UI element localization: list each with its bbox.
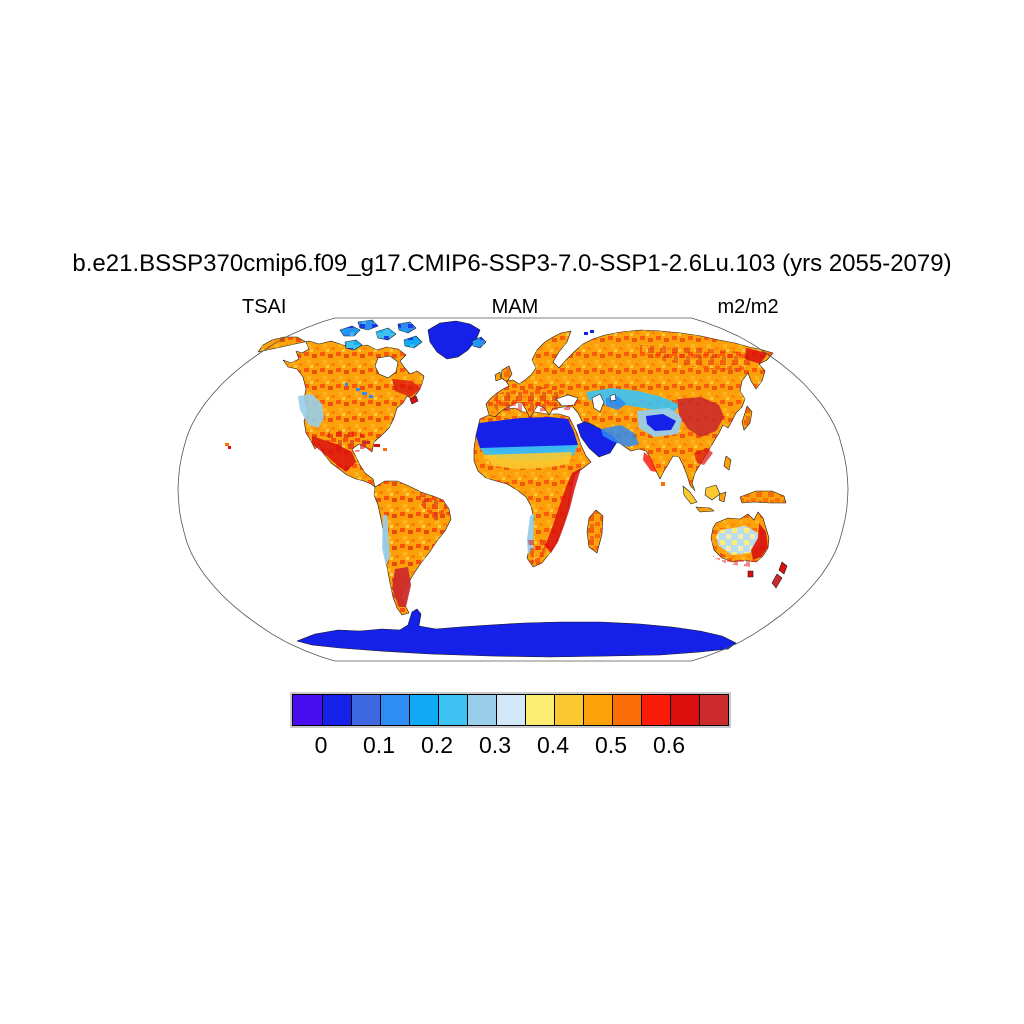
region-new-zealand — [771, 573, 783, 589]
aral-sea — [609, 393, 617, 402]
overlay-safrica-red — [528, 540, 548, 564]
region-japan — [742, 406, 752, 430]
overlay-aus-interior — [716, 526, 761, 555]
hudson-bay — [374, 355, 399, 379]
colorbar-segment — [525, 695, 554, 725]
hawaii — [225, 443, 229, 446]
overlay-siberia-red — [640, 345, 756, 372]
sri-lanka — [661, 482, 665, 486]
overlay-chukotka — [745, 348, 768, 364]
region-arctic-island — [345, 340, 362, 350]
overlay-se-asia — [694, 448, 713, 465]
black-sea — [555, 394, 579, 407]
colorbar-segment — [699, 695, 728, 725]
caspian-sea — [591, 393, 605, 413]
colorbar-segment — [293, 695, 322, 725]
colorbar-tick-label: 0.3 — [479, 732, 511, 758]
overlay-iran — [601, 425, 639, 447]
lake-winnipeg — [345, 383, 348, 386]
colorbar-segment — [496, 695, 525, 725]
caribbean-dot — [383, 448, 387, 451]
region-new-guinea — [740, 491, 786, 503]
variable-label: TSAI — [242, 296, 287, 318]
hispaniola — [374, 444, 380, 447]
region-borneo — [704, 484, 721, 501]
region-iceland — [472, 337, 486, 348]
region-philippines — [723, 455, 732, 471]
region-antarctica — [296, 608, 737, 658]
colorbar-segment — [380, 695, 409, 725]
region-sumatra — [682, 485, 698, 505]
overlay-mongolia — [677, 397, 724, 437]
overlay-africa-east — [545, 468, 581, 553]
great-lake — [369, 395, 373, 398]
svalbard — [590, 330, 594, 333]
region-madagascar — [587, 510, 603, 553]
colorbar-segment — [467, 695, 496, 725]
colorbar — [290, 692, 731, 728]
overlay-tibet — [646, 414, 676, 431]
colorbar-tick-label: 0.4 — [537, 732, 569, 758]
overlay-aus-east — [751, 523, 768, 560]
colorbar-tick-label: 0.2 — [421, 732, 453, 758]
overlay-us-west — [298, 394, 324, 428]
colorbar-tick-label: 0.1 — [363, 732, 395, 758]
overlay-kazakh — [586, 388, 680, 413]
newfoundland — [409, 395, 419, 405]
overlay-patagonia — [392, 567, 411, 607]
great-lake — [356, 388, 360, 391]
region-java — [695, 506, 715, 513]
colorbar-segment — [583, 695, 612, 725]
region-uk — [501, 366, 512, 382]
overlay-quebec — [392, 379, 421, 397]
region-new-zealand — [778, 561, 788, 575]
colorbar-segment — [409, 695, 438, 725]
overlay-europe-red — [492, 387, 578, 412]
overlay-sahara — [476, 417, 578, 455]
overlay-aus-south-red — [713, 551, 757, 567]
plot-title: b.e21.BSSP370cmip6.f09_g17.CMIP6-SSP3-7.… — [72, 250, 952, 277]
overlay-mexico — [312, 436, 356, 472]
colorbar-segment — [670, 695, 699, 725]
overlay-india-west — [643, 452, 657, 472]
colorbar-segment — [438, 695, 467, 725]
colorbar-tick-label: 0 — [314, 732, 328, 758]
region-greenland — [427, 320, 481, 360]
hawaii — [228, 446, 231, 449]
overlay-andes — [382, 515, 390, 566]
great-lake — [362, 392, 367, 395]
colorbar-tick-label: 0.6 — [653, 732, 685, 758]
colorbar-segment — [351, 695, 380, 725]
colorbar-tick-label: 0.5 — [595, 732, 627, 758]
projection-boundary — [177, 317, 849, 662]
overlay-sahel — [484, 452, 572, 469]
colorbar-segment — [554, 695, 583, 725]
colorbar-segment — [322, 695, 351, 725]
colorbar-segment — [641, 695, 670, 725]
region-arctic-island — [398, 322, 416, 333]
region-arctic-island — [340, 326, 360, 336]
overlay-sa-ne-red — [420, 492, 449, 521]
cuba — [362, 441, 370, 444]
units-label: m2/m2 — [717, 296, 779, 318]
region-ireland — [494, 371, 502, 382]
region-arctic-island — [358, 320, 378, 330]
region-sulawesi — [718, 491, 727, 503]
region-arctic-island — [404, 336, 422, 348]
colorbar-segment — [612, 695, 641, 725]
region-tasmania — [747, 570, 754, 578]
svalbard — [584, 332, 588, 335]
season-label: MAM — [491, 296, 539, 318]
region-arctic-island — [376, 328, 396, 340]
